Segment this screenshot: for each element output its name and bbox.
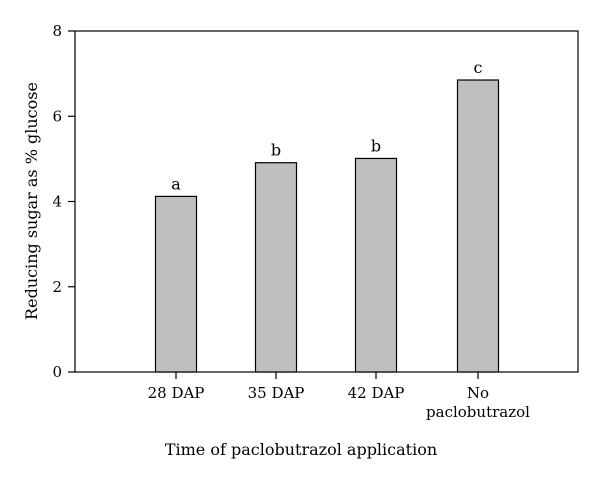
x-tick-label-3: 42 DAP: [348, 384, 405, 402]
bar-label-4: c: [474, 58, 483, 77]
x-axis-label: Time of paclobutrazol application: [165, 440, 437, 459]
y-axis-label: Reducing sugar as % glucose: [22, 82, 41, 320]
y-tick-label-4: 8: [52, 22, 62, 40]
x-tick-label-4: No paclobutrazol: [426, 384, 530, 421]
y-tick-label-0: 0: [52, 363, 62, 381]
x-tick-label-1: 28 DAP: [148, 384, 205, 402]
bars-group: [154, 79, 500, 373]
bar-2: [254, 162, 298, 373]
y-tick-label-1: 2: [52, 278, 62, 296]
bar-labels-group: a b b c: [171, 58, 482, 193]
bar-label-2: b: [271, 141, 281, 160]
plot-frame: [74, 30, 579, 373]
bar-3: [354, 157, 398, 373]
bar-4: [456, 79, 500, 373]
y-tick-label-2: 4: [52, 193, 62, 211]
x-tick-label-2: 35 DAP: [248, 384, 305, 402]
bar-label-3: b: [371, 136, 381, 155]
y-axis-ticks: 0 2 4 6 8: [52, 22, 75, 381]
y-tick-label-3: 6: [52, 107, 62, 125]
bar-label-1: a: [171, 174, 181, 193]
bar-1: [154, 195, 198, 373]
x-axis-ticks: 28 DAP 35 DAP 42 DAP No paclobutrazol: [148, 372, 530, 421]
